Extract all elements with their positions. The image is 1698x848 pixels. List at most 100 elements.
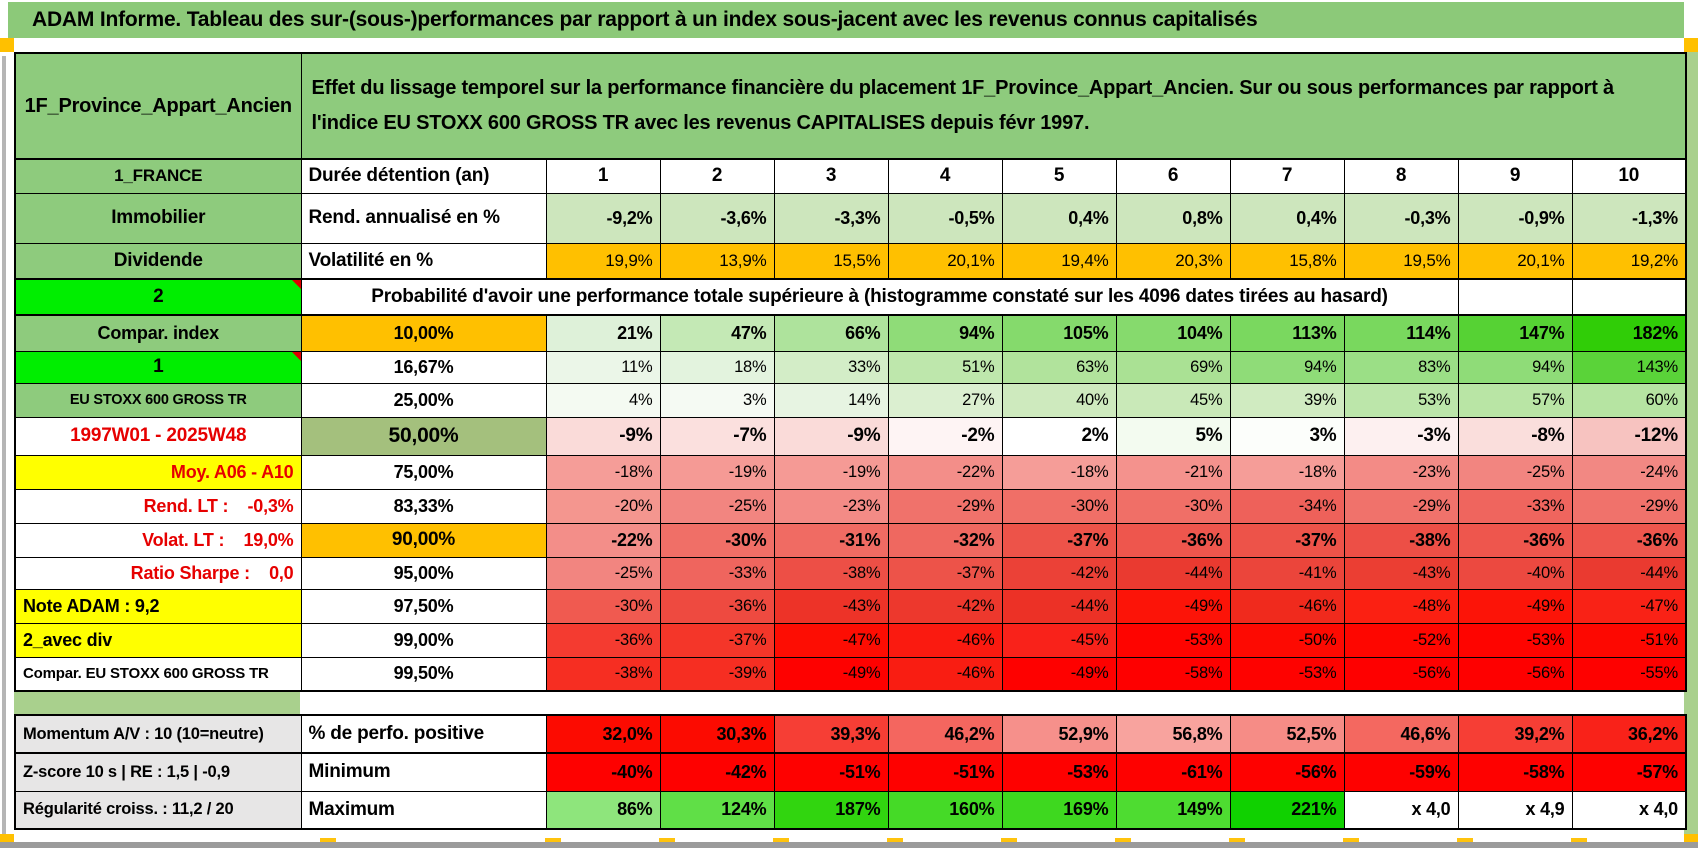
data-cell[interactable]: 0,4% (1001, 192, 1117, 244)
data-cell[interactable]: 19,2% (1571, 242, 1687, 280)
col-header-cell[interactable]: Durée détention (an) (300, 158, 547, 194)
row-label-cell[interactable]: Immobilier (14, 192, 302, 244)
data-cell[interactable]: 13,9% (659, 242, 775, 280)
data-cell[interactable]: -29% (887, 488, 1003, 524)
col-header-cell[interactable]: % de perfo. positive (300, 714, 547, 754)
data-cell[interactable]: 83% (1343, 350, 1459, 384)
data-cell[interactable]: 160% (887, 790, 1003, 830)
row-label-cell[interactable]: Compar. index (14, 314, 302, 352)
data-cell[interactable]: -23% (773, 488, 889, 524)
data-cell[interactable]: 39,3% (773, 714, 889, 754)
data-cell[interactable]: 7 (1229, 158, 1345, 194)
data-cell[interactable]: 94% (1457, 350, 1573, 384)
data-cell[interactable]: -9% (545, 416, 661, 456)
data-cell[interactable]: -37% (887, 556, 1003, 590)
data-cell[interactable]: x 4,0 (1343, 790, 1459, 830)
data-cell[interactable]: 3% (659, 382, 775, 418)
data-cell[interactable]: -22% (545, 522, 661, 558)
empty-cell[interactable] (1457, 278, 1573, 316)
col-header-cell[interactable]: Minimum (300, 752, 547, 792)
row-label-cell[interactable]: Moy. A06 - A10 (14, 454, 302, 490)
data-cell[interactable]: 19,9% (545, 242, 661, 280)
data-cell[interactable]: 20,1% (887, 242, 1003, 280)
data-cell[interactable]: 57% (1457, 382, 1573, 418)
data-cell[interactable]: -43% (773, 588, 889, 624)
data-cell[interactable]: 4% (545, 382, 661, 418)
col-header-cell[interactable]: 75,00% (300, 454, 547, 490)
data-cell[interactable]: 124% (659, 790, 775, 830)
data-cell[interactable]: -40% (1457, 556, 1573, 590)
data-cell[interactable]: 6 (1115, 158, 1231, 194)
data-cell[interactable]: 2 (659, 158, 775, 194)
data-cell[interactable]: -23% (1343, 454, 1459, 490)
data-cell[interactable]: -24% (1571, 454, 1687, 490)
data-cell[interactable]: 113% (1229, 314, 1345, 352)
data-cell[interactable]: 94% (887, 314, 1003, 352)
data-cell[interactable]: -38% (773, 556, 889, 590)
data-cell[interactable]: 19,5% (1343, 242, 1459, 280)
data-cell[interactable]: -56% (1229, 752, 1345, 792)
row-label-cell[interactable]: Momentum A/V : 10 (10=neutre) (14, 714, 302, 754)
data-cell[interactable]: -0,3% (1343, 192, 1459, 244)
data-cell[interactable]: 60% (1571, 382, 1687, 418)
data-cell[interactable]: -30% (1001, 488, 1117, 524)
data-cell[interactable]: -47% (1571, 588, 1687, 624)
data-cell[interactable]: 8 (1343, 158, 1459, 194)
data-cell[interactable]: 27% (887, 382, 1003, 418)
data-cell[interactable]: 14% (773, 382, 889, 418)
data-cell[interactable]: -53% (1229, 656, 1345, 692)
col-header-cell[interactable]: 95,00% (300, 556, 547, 590)
data-cell[interactable]: -36% (1571, 522, 1687, 558)
data-cell[interactable]: -42% (1001, 556, 1117, 590)
data-cell[interactable]: -3,6% (659, 192, 775, 244)
data-cell[interactable]: -19% (659, 454, 775, 490)
data-cell[interactable]: -38% (1343, 522, 1459, 558)
col-header-cell[interactable]: Volatilité en % (300, 242, 547, 280)
row-label-cell[interactable]: Rend. LT : -0,3% (14, 488, 302, 524)
col-header-cell[interactable]: 83,33% (300, 488, 547, 524)
data-cell[interactable]: -51% (1571, 622, 1687, 658)
data-cell[interactable]: 21% (545, 314, 661, 352)
data-cell[interactable]: -46% (1229, 588, 1345, 624)
row-label-cell[interactable]: Dividende (14, 242, 302, 280)
data-cell[interactable]: 46,6% (1343, 714, 1459, 754)
data-cell[interactable]: -39% (659, 656, 775, 692)
data-cell[interactable]: -25% (659, 488, 775, 524)
data-cell[interactable]: -3,3% (773, 192, 889, 244)
data-cell[interactable]: 86% (545, 790, 661, 830)
data-cell[interactable]: -45% (1001, 622, 1117, 658)
data-cell[interactable]: -36% (1115, 522, 1231, 558)
data-cell[interactable]: 52,5% (1229, 714, 1345, 754)
data-cell[interactable]: 56,8% (1115, 714, 1231, 754)
data-cell[interactable]: -44% (1571, 556, 1687, 590)
data-cell[interactable]: 30,3% (659, 714, 775, 754)
data-cell[interactable]: 105% (1001, 314, 1117, 352)
data-cell[interactable]: -49% (773, 656, 889, 692)
data-cell[interactable]: 182% (1571, 314, 1687, 352)
data-cell[interactable]: -7% (659, 416, 775, 456)
data-cell[interactable]: -19% (773, 454, 889, 490)
row-label-cell[interactable]: EU STOXX 600 GROSS TR (14, 382, 302, 418)
row-label-cell[interactable]: Volat. LT : 19,0% (14, 522, 302, 558)
data-cell[interactable]: 66% (773, 314, 889, 352)
data-cell[interactable]: -59% (1343, 752, 1459, 792)
data-cell[interactable]: 63% (1001, 350, 1117, 384)
data-cell[interactable]: -25% (545, 556, 661, 590)
data-cell[interactable]: 4 (887, 158, 1003, 194)
data-cell[interactable]: -58% (1457, 752, 1573, 792)
row-label-cell[interactable]: Régularité croiss. : 11,2 / 20 (14, 790, 302, 830)
data-cell[interactable]: 20,3% (1115, 242, 1231, 280)
row-label-cell[interactable]: Z-score 10 s | RE : 1,5 | -0,9 (14, 752, 302, 792)
data-cell[interactable]: 3 (773, 158, 889, 194)
data-cell[interactable]: -40% (545, 752, 661, 792)
row-label-cell[interactable]: 2_avec div (14, 622, 302, 658)
data-cell[interactable]: 11% (545, 350, 661, 384)
data-cell[interactable]: -37% (1001, 522, 1117, 558)
data-cell[interactable]: -32% (887, 522, 1003, 558)
data-cell[interactable]: -30% (1115, 488, 1231, 524)
empty-cell[interactable] (1571, 278, 1687, 316)
data-cell[interactable]: -38% (545, 656, 661, 692)
data-cell[interactable]: 39,2% (1457, 714, 1573, 754)
data-cell[interactable]: -42% (887, 588, 1003, 624)
col-header-cell[interactable]: 16,67% (300, 350, 547, 384)
